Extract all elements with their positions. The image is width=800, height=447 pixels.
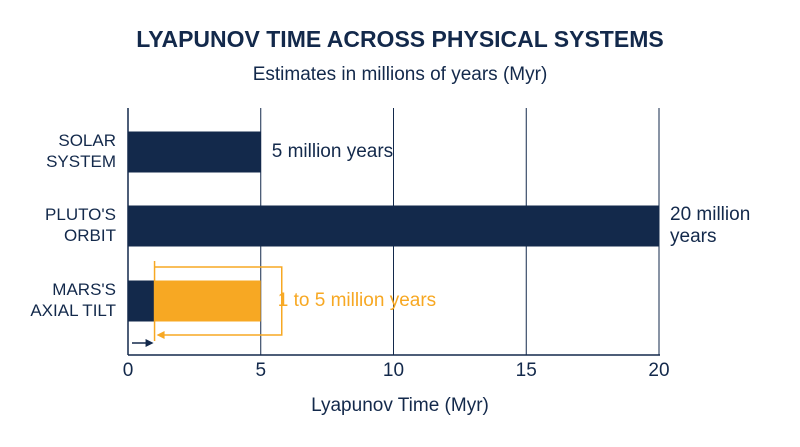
value-label: 5 million years <box>272 141 393 162</box>
range-bracket <box>154 266 283 336</box>
bar <box>128 280 155 322</box>
range-label: 1 to 5 million years <box>278 290 436 311</box>
arrow-head <box>156 331 165 339</box>
y-tick-label: SOLAR <box>58 131 116 150</box>
x-tick-label: 20 <box>648 360 669 381</box>
arrow-head <box>145 339 154 347</box>
bar <box>128 131 261 173</box>
chart-subtitle: Estimates in millions of years (Myr) <box>253 64 548 85</box>
y-tick-label: ORBIT <box>64 226 116 245</box>
y-tick-label: MARS'S <box>52 280 116 299</box>
y-tick-label: AXIAL TILT <box>30 301 116 320</box>
value-label: 20 million <box>670 204 750 225</box>
x-tick-label: 10 <box>383 360 404 381</box>
value-label: years <box>670 226 716 247</box>
y-tick-label: PLUTO'S <box>45 205 116 224</box>
y-tick-label: SYSTEM <box>46 152 116 171</box>
x-axis-title: Lyapunov Time (Myr) <box>311 395 489 416</box>
x-tick-label: 15 <box>516 360 537 381</box>
x-tick-label: 0 <box>123 360 134 381</box>
bar <box>128 205 659 247</box>
chart-title: LYAPUNOV TIME ACROSS PHYSICAL SYSTEMS <box>136 26 663 52</box>
x-tick-label: 5 <box>255 360 266 381</box>
range-bar <box>154 280 261 322</box>
